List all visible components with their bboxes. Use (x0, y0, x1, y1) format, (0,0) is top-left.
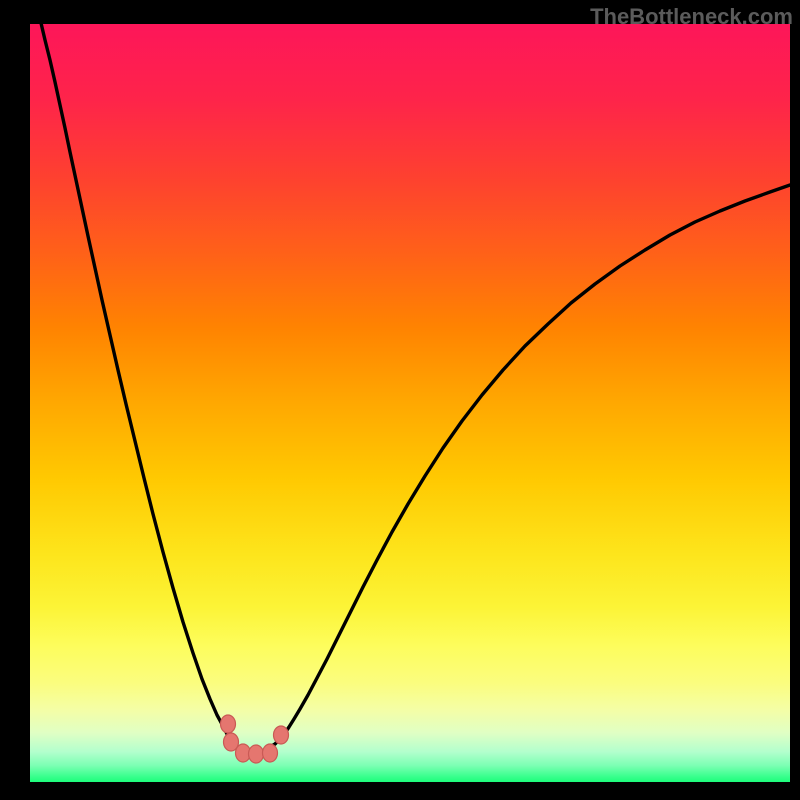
frame-border-left (0, 0, 30, 800)
chart-canvas: TheBottleneck.com (0, 0, 800, 800)
frame-border-right (790, 0, 800, 800)
frame-border-bottom (0, 782, 800, 800)
plot-gradient-area (30, 24, 790, 782)
watermark-text: TheBottleneck.com (590, 4, 793, 30)
